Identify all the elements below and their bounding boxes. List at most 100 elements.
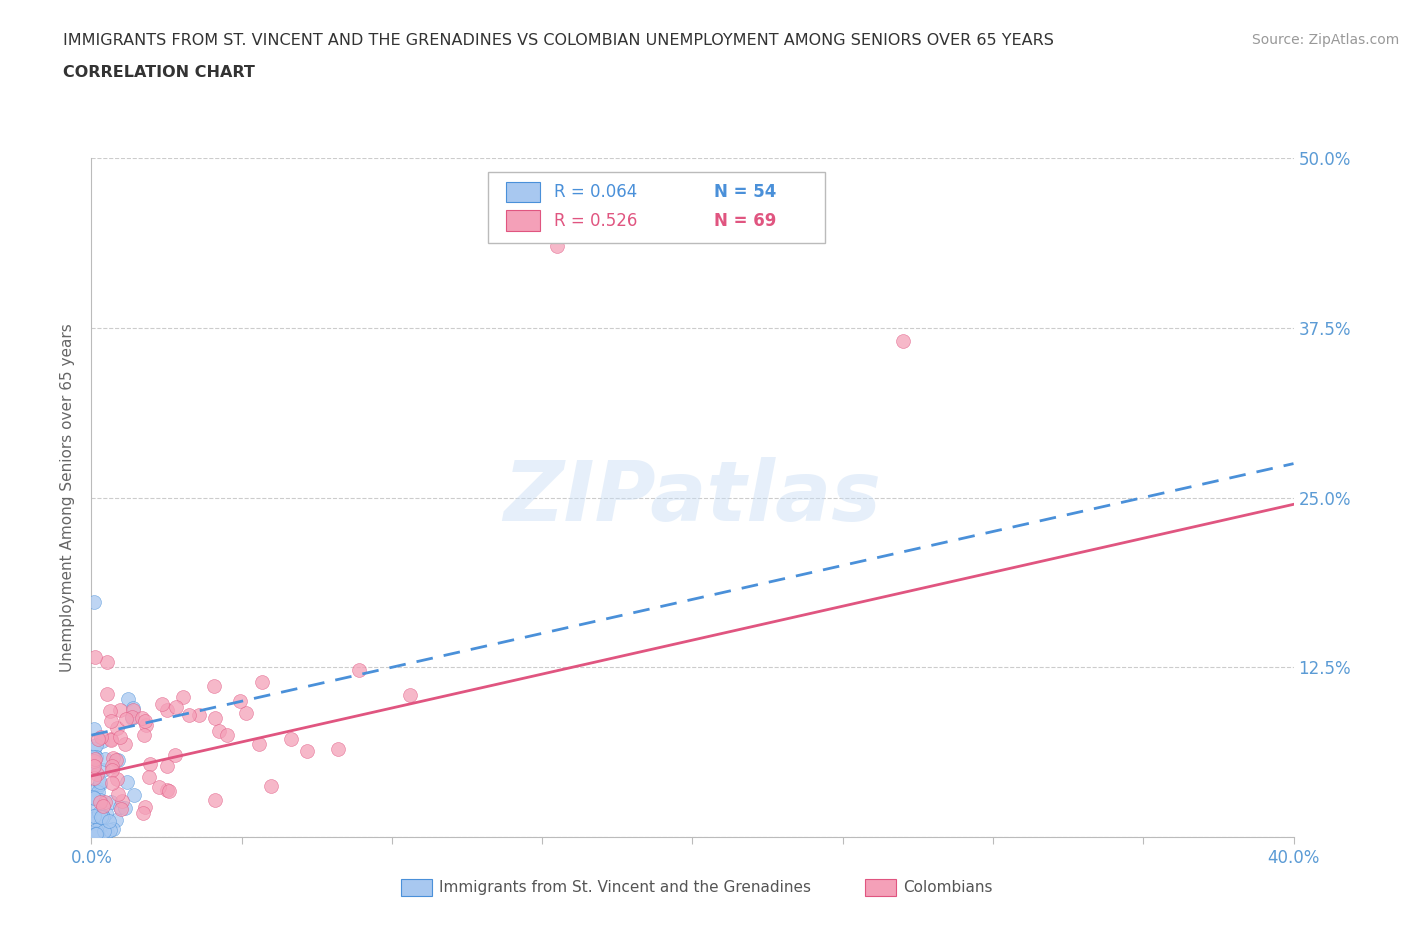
Point (121, 710, 143, 724)
Point (546, 239, 568, 254)
Bar (506, 210, 540, 231)
Point (91, 817, 114, 832)
Point (215, 727, 238, 742)
Text: ZIPatlas: ZIPatlas (503, 457, 882, 538)
Point (84, 827, 107, 842)
Point (84, 649, 107, 664)
Point (156, 702, 179, 717)
Point (202, 679, 225, 694)
Point (84, 750, 107, 764)
Point (110, 801, 132, 816)
Point (90, 729, 112, 744)
FancyBboxPatch shape (488, 172, 825, 243)
Point (82, 826, 104, 841)
Point (134, 799, 156, 814)
Point (82, 812, 104, 827)
Point (91, 734, 114, 749)
Point (122, 700, 145, 715)
Point (83, 825, 105, 840)
Point (83, 594, 105, 609)
Point (121, 711, 143, 726)
Point (122, 703, 145, 718)
Point (891, 334, 914, 349)
Point (108, 702, 131, 717)
Point (87, 805, 110, 820)
Point (172, 689, 194, 704)
Bar (506, 182, 540, 202)
Point (91, 798, 114, 813)
Point (89, 775, 111, 790)
Point (104, 752, 127, 767)
Point (157, 783, 180, 798)
Point (82, 759, 104, 774)
Point (131, 711, 153, 725)
Point (82, 750, 104, 764)
Point (107, 753, 129, 768)
Point (83, 751, 105, 766)
Point (250, 675, 273, 690)
Point (101, 763, 124, 777)
Point (83, 808, 105, 823)
Point (138, 769, 160, 784)
Point (100, 732, 122, 747)
Point (83, 741, 105, 756)
Point (110, 799, 132, 814)
Point (204, 711, 226, 726)
Point (82, 790, 104, 804)
Point (89, 792, 111, 807)
Point (96, 686, 118, 701)
Point (93, 823, 115, 838)
Point (111, 793, 134, 808)
Point (90, 809, 112, 824)
Text: Immigrants from St. Vincent and the Grenadines: Immigrants from St. Vincent and the Gren… (439, 880, 811, 895)
Point (91, 809, 114, 824)
Point (100, 795, 122, 810)
Point (179, 708, 201, 723)
Point (260, 778, 283, 793)
Point (295, 744, 318, 759)
Point (349, 663, 371, 678)
Point (165, 748, 187, 763)
Point (104, 813, 127, 828)
Point (82, 759, 104, 774)
Point (326, 741, 349, 756)
Point (156, 782, 179, 797)
Point (84, 750, 107, 764)
Point (89, 817, 111, 832)
Point (84, 827, 107, 842)
Text: N = 69: N = 69 (714, 211, 776, 230)
Point (208, 724, 231, 738)
Point (135, 718, 157, 733)
Point (101, 821, 124, 836)
Point (280, 731, 302, 746)
Point (98, 703, 121, 718)
Point (105, 772, 128, 787)
Point (83, 754, 105, 769)
Point (115, 711, 138, 726)
Point (89, 777, 111, 791)
Point (107, 787, 129, 802)
Text: IMMIGRANTS FROM ST. VINCENT AND THE GRENADINES VS COLOMBIAN UNEMPLOYMENT AMONG S: IMMIGRANTS FROM ST. VINCENT AND THE GREN… (63, 33, 1054, 47)
Point (84, 737, 107, 752)
Point (101, 759, 124, 774)
Point (83, 722, 105, 737)
Point (96, 825, 118, 840)
Point (84, 823, 107, 838)
Point (87, 827, 110, 842)
Point (132, 728, 155, 743)
Point (83, 771, 105, 786)
Point (148, 779, 170, 794)
Point (117, 691, 139, 706)
Point (86, 767, 108, 782)
Text: Source: ZipAtlas.com: Source: ZipAtlas.com (1251, 33, 1399, 46)
Point (150, 697, 173, 711)
Point (91, 808, 114, 823)
Text: Colombians: Colombians (903, 880, 993, 895)
Point (98, 814, 121, 829)
Point (204, 792, 226, 807)
Point (86, 780, 108, 795)
Point (188, 707, 211, 722)
Point (93, 795, 115, 810)
Point (110, 729, 132, 744)
Point (114, 737, 136, 751)
